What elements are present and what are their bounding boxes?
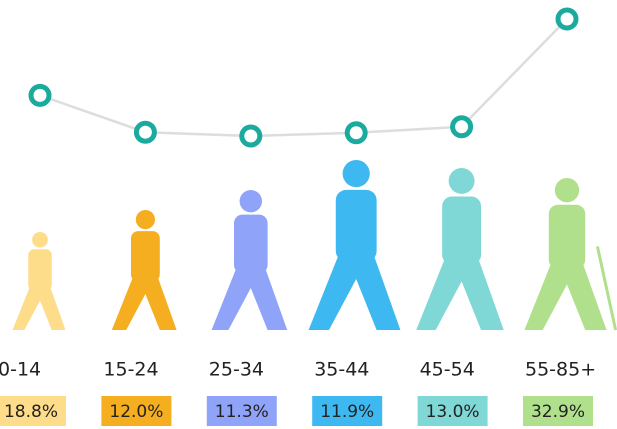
person-body: [131, 231, 160, 281]
person-head: [32, 232, 48, 248]
marker: [558, 10, 576, 28]
value-label: 12.0%: [109, 402, 163, 422]
person-legs: [524, 262, 606, 330]
category-label: 25-34: [209, 359, 264, 381]
chart: 0-14 18.8% 15-24 12.0% 25-34 11.3% 35-44 11.9% 4…: [0, 0, 617, 429]
marker: [347, 124, 365, 142]
person-legs: [13, 286, 66, 330]
person-body: [549, 205, 585, 269]
value-label: 18.8%: [4, 402, 58, 422]
category-label: 55-85+: [525, 359, 596, 381]
category-label: 35-44: [314, 359, 369, 381]
value-label: 13.0%: [426, 402, 480, 422]
person-head: [343, 160, 370, 187]
person-body: [336, 190, 377, 261]
value-label: 11.9%: [320, 402, 374, 422]
line: [40, 19, 567, 136]
person-head: [136, 210, 155, 229]
person-head: [555, 178, 579, 202]
marker: [136, 123, 154, 141]
marker: [453, 118, 471, 136]
marker: [242, 127, 260, 145]
person-body: [442, 197, 481, 265]
person-body: [234, 215, 268, 274]
category-label: 15-24: [103, 359, 158, 381]
person-head: [449, 168, 475, 194]
value-label: 11.3%: [215, 402, 269, 422]
person-head: [240, 190, 262, 212]
person-legs: [309, 254, 401, 331]
person-legs: [416, 257, 503, 330]
category-label: 0-14: [0, 359, 41, 381]
person-body: [28, 249, 52, 290]
marker: [31, 86, 49, 104]
person-legs: [112, 276, 177, 330]
person-legs: [212, 267, 288, 330]
value-label: 32.9%: [531, 402, 585, 422]
category-label: 45-54: [420, 359, 475, 381]
